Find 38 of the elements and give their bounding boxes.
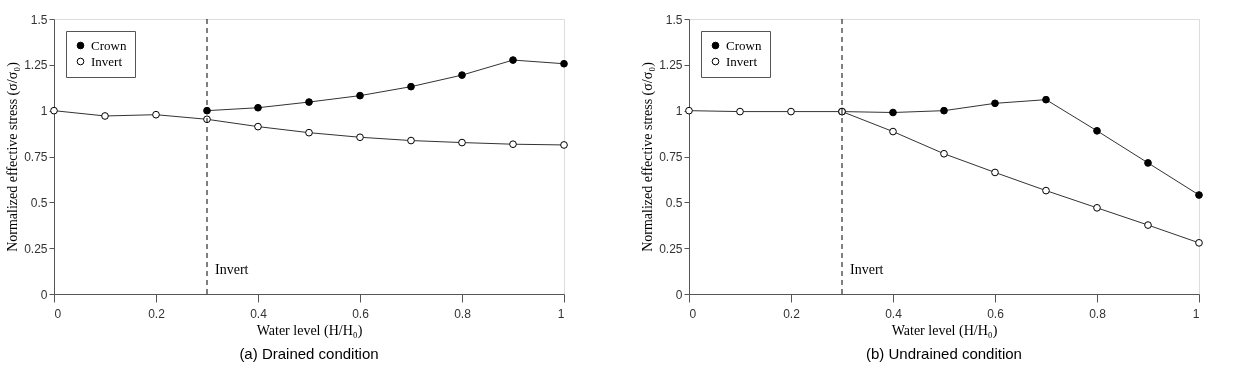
x-tick-label: 0	[689, 306, 697, 321]
x-tick-label: 0.4	[885, 306, 903, 321]
x-tick-label: 0.8	[1089, 306, 1107, 321]
y-tick-label: 0.25	[24, 241, 48, 256]
y-tick-label: 0.75	[659, 150, 683, 164]
x-axis-title: Water level (H/H₀)	[256, 322, 363, 339]
y-tick-label: 0.25	[659, 241, 683, 256]
legend-label: Crown	[726, 37, 762, 53]
x-tick-label: 0.6	[352, 306, 370, 321]
text: (a) Drained condition	[239, 345, 379, 362]
x-tick-label: 1	[557, 306, 565, 321]
y-tick-label: 1.25	[659, 58, 683, 73]
x-tick-label: 1	[1192, 306, 1200, 321]
y-tick-label: 1.25	[24, 58, 48, 73]
y-tick-label: 1	[40, 104, 48, 119]
y-axis-title: Normalized effective stress (σ/σ₀)	[640, 61, 657, 252]
legend-label: Invert	[726, 53, 758, 69]
x-axis-title: Water level (H/H₀)	[891, 322, 998, 339]
ref-line-label: Invert	[215, 262, 249, 277]
x-tick-label: 0.4	[250, 306, 268, 321]
ref-line-label: Invert	[850, 262, 884, 277]
y-tick-label: 0.75	[24, 150, 48, 164]
y-axis-title: Normalized effective stress (σ/σ₀)	[5, 61, 22, 252]
legend-label: Crown	[91, 37, 127, 53]
y-tick-label: 1	[675, 104, 683, 119]
x-tick-label: 0.2	[148, 306, 166, 321]
text: (b) Undrained condition	[866, 345, 1022, 362]
y-tick-label: 0.5	[30, 195, 48, 210]
y-tick-label: 1.5	[30, 12, 48, 27]
x-tick-label: 0.2	[783, 306, 801, 321]
x-tick-label: 0.6	[987, 306, 1005, 321]
y-tick-label: 1.5	[665, 12, 683, 27]
y-tick-label: 0	[40, 287, 48, 302]
y-tick-label: 0.5	[665, 195, 683, 210]
x-tick-label: 0.8	[454, 306, 472, 321]
x-tick-label: 0	[54, 306, 62, 321]
legend-label: Invert	[91, 53, 123, 69]
y-tick-label: 0	[675, 287, 683, 302]
